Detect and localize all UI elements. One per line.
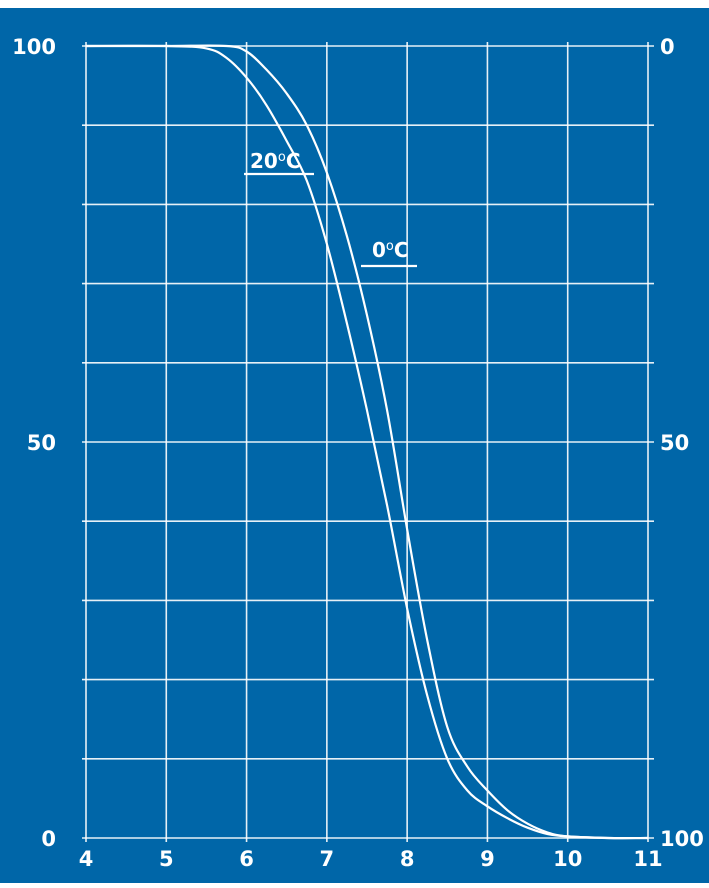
top-strip bbox=[0, 0, 709, 8]
series-line-0 bbox=[85, 44, 649, 840]
x-tick-label: 8 bbox=[400, 847, 415, 871]
series-line-1 bbox=[86, 44, 649, 840]
y-right-tick-label: 50 bbox=[660, 431, 689, 455]
data-curves bbox=[85, 44, 649, 840]
tick-labels: 4 5 6 7 8 9 10 11 0 50 100 100 50 0 bbox=[12, 35, 704, 871]
y-right-tick-label: 100 bbox=[660, 827, 704, 851]
series-label-0: 20oC bbox=[244, 149, 314, 176]
x-tick-label: 7 bbox=[320, 847, 335, 871]
y-left-tick-label: 0 bbox=[41, 827, 56, 851]
y-right-tick-label: 0 bbox=[660, 35, 675, 59]
x-tick-label: 4 bbox=[79, 847, 94, 871]
y-left-tick-label: 50 bbox=[27, 431, 56, 455]
x-tick-label: 9 bbox=[480, 847, 495, 871]
y-left-tick-label: 100 bbox=[12, 35, 56, 59]
series-label-text: 0oC bbox=[372, 238, 409, 262]
x-tick-label: 5 bbox=[159, 847, 174, 871]
x-tick-label: 6 bbox=[239, 847, 254, 871]
chart-panel bbox=[0, 8, 709, 883]
series-labels: 20oC 0oC bbox=[244, 149, 417, 268]
grid-lines bbox=[82, 42, 654, 842]
series-label-text: 20oC bbox=[250, 149, 301, 173]
x-tick-label: 10 bbox=[553, 847, 582, 871]
series-label-1: 0oC bbox=[361, 238, 417, 268]
x-tick-label: 11 bbox=[633, 847, 662, 871]
